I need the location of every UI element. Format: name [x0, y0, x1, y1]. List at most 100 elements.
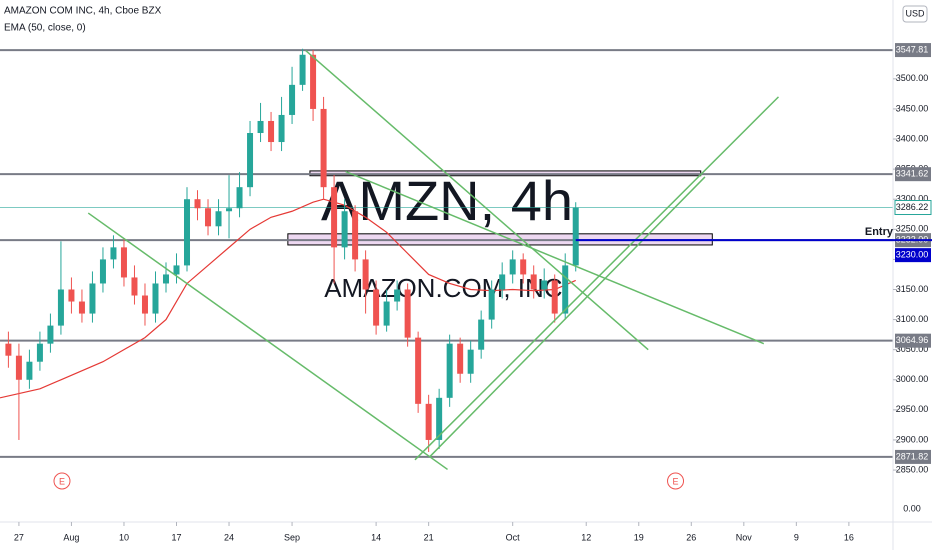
candle-body — [99, 259, 106, 284]
currency: USD — [905, 8, 925, 18]
x-tick-label: Nov — [736, 532, 753, 542]
y-tick-label: 3150.00 — [896, 284, 929, 294]
entry-price-box — [895, 248, 931, 263]
x-tick-label: 24 — [224, 532, 234, 542]
candle-body — [299, 54, 306, 85]
entry-price-label: 3230.00 — [896, 250, 929, 260]
candle-body — [520, 259, 527, 275]
last-price-box — [894, 200, 932, 216]
last-price-label: 3286.22 — [896, 202, 929, 212]
candle-body — [257, 120, 264, 134]
candle-body — [383, 301, 390, 326]
event-marker — [667, 472, 685, 490]
x-tick-label: Oct — [506, 532, 521, 542]
candle-body — [5, 343, 12, 356]
candle-body — [47, 325, 54, 344]
y-tick-label: 3050.00 — [896, 344, 929, 354]
candle-body — [394, 289, 401, 302]
candle-body — [425, 403, 432, 440]
y-tick-label: 2850.00 — [896, 464, 929, 474]
candle-body — [141, 295, 148, 314]
y-tick-label: 3000.00 — [896, 374, 929, 384]
level-label: 3341.62 — [896, 169, 929, 179]
y-tick-label: 2950.00 — [896, 404, 929, 414]
level-label-box — [895, 449, 931, 464]
x-tick-label: 21 — [424, 532, 434, 542]
x-tick-label: Aug — [63, 532, 79, 542]
candle-body — [415, 337, 422, 404]
x-tick-label: 16 — [844, 532, 854, 542]
candle-body — [78, 301, 85, 314]
candle-body — [215, 211, 222, 227]
candle-body — [247, 133, 254, 188]
x-tick-label: 27 — [14, 532, 24, 542]
candle-body — [320, 108, 327, 188]
candle-body — [562, 265, 569, 314]
candle-body — [446, 343, 453, 398]
candle-body — [15, 355, 22, 380]
chart-title: AMAZON COM INC, 4h, Cboe BZX — [4, 6, 162, 17]
level-label: 3064.96 — [896, 335, 929, 345]
candle-body — [289, 84, 296, 115]
candle-body — [499, 274, 506, 290]
candle-body — [226, 208, 233, 212]
candle-body — [478, 319, 485, 350]
level-label: 3547.81 — [896, 44, 929, 54]
event-label: E — [59, 476, 65, 486]
x-tick-label: 12 — [581, 532, 591, 542]
sub-tick-label: 0.00 — [903, 503, 921, 513]
event-label: E — [673, 476, 679, 486]
candle-body — [184, 199, 191, 266]
candle-body — [331, 187, 338, 248]
candle-body — [68, 289, 75, 302]
currency-box[interactable] — [902, 5, 928, 23]
indicator-name: EMA (50, close, 0) — [4, 23, 86, 34]
candle-body — [404, 289, 411, 338]
candle-body — [120, 247, 127, 278]
candle-body — [152, 283, 159, 314]
candle-body — [551, 280, 558, 314]
x-tick-label: Sep — [284, 532, 300, 542]
candle-body — [310, 54, 317, 109]
candle-body — [194, 199, 201, 209]
y-tick-label: 3100.00 — [896, 314, 929, 324]
candle-body — [530, 274, 537, 290]
y-tick-label: 3250.00 — [896, 224, 929, 234]
trendline — [345, 170, 765, 345]
x-tick-label: 10 — [119, 532, 129, 542]
candle-body — [26, 361, 33, 380]
y-tick-label: 3450.00 — [896, 103, 929, 113]
candle-body — [509, 259, 516, 275]
candle-body — [436, 397, 443, 440]
y-tick-label: 3300.00 — [896, 194, 929, 204]
y-tick-label: 3400.00 — [896, 133, 929, 143]
y-tick-label: 2900.00 — [896, 434, 929, 444]
trendline — [414, 96, 780, 461]
x-tick-label: 14 — [371, 532, 381, 542]
candle-body — [467, 349, 474, 374]
trendline — [429, 176, 706, 458]
candle-body — [268, 120, 275, 143]
candle-body — [110, 247, 117, 260]
candle-body — [572, 207, 579, 266]
candle-body — [205, 208, 212, 227]
candle-body — [341, 211, 348, 248]
candle-body — [57, 289, 64, 326]
level-label-box — [895, 43, 931, 58]
candle-body — [36, 343, 43, 362]
candle-body — [373, 289, 380, 326]
candle-body — [131, 277, 138, 296]
candle-body — [362, 259, 369, 290]
x-tick-label: 26 — [686, 532, 696, 542]
x-tick-label: 19 — [634, 532, 644, 542]
watermark-text: AMZN, 4h — [321, 169, 573, 232]
candle-body — [541, 280, 548, 290]
candle-body — [173, 265, 180, 275]
entry-label: Entry — [865, 226, 894, 238]
level-label: 2871.82 — [896, 451, 929, 461]
event-marker — [53, 472, 71, 490]
candle-body — [278, 114, 285, 143]
ema-line — [0, 198, 576, 399]
